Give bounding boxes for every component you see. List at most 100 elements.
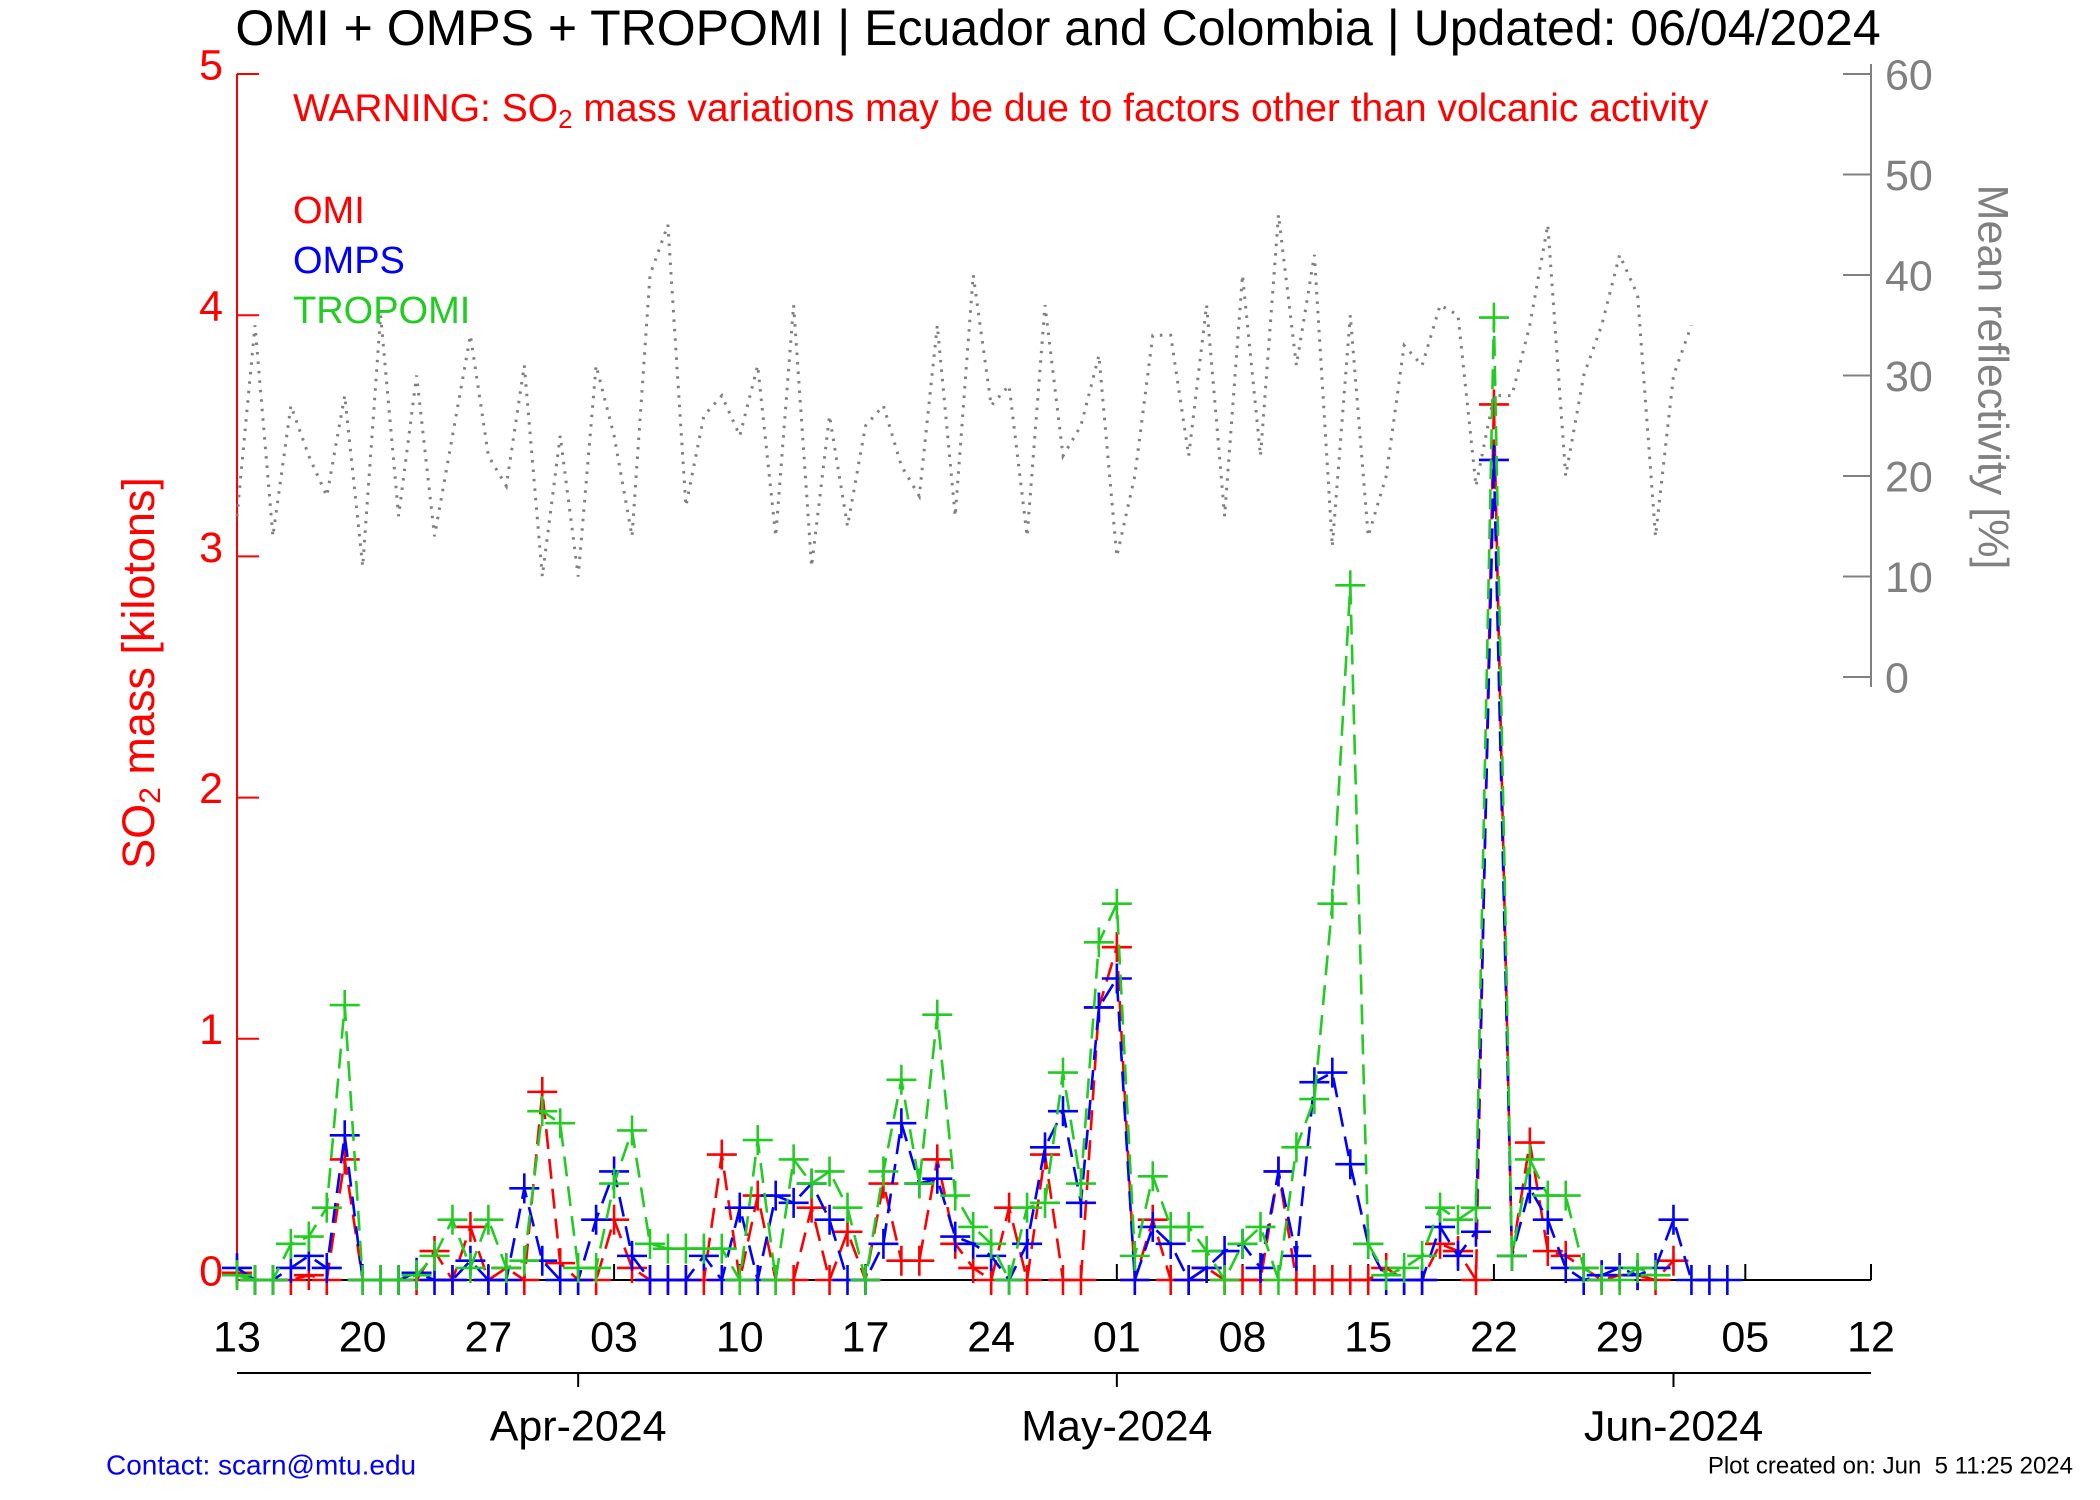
y2-tick-label: 0 bbox=[1885, 654, 1909, 702]
point-marker bbox=[1173, 1265, 1204, 1295]
point-marker bbox=[1712, 1265, 1743, 1295]
point-marker bbox=[670, 1265, 701, 1295]
point-marker bbox=[1137, 1161, 1168, 1192]
point-marker bbox=[868, 1156, 899, 1187]
point-marker bbox=[814, 1204, 845, 1235]
point-marker bbox=[1030, 1132, 1061, 1163]
point-marker bbox=[527, 1096, 558, 1127]
point-marker bbox=[778, 1144, 809, 1175]
y-tick-label: 1 bbox=[199, 1006, 223, 1054]
point-marker bbox=[1263, 1156, 1294, 1187]
point-marker bbox=[922, 1163, 953, 1194]
point-marker bbox=[1083, 927, 1114, 958]
point-marker bbox=[1281, 1132, 1312, 1163]
x-tick-label: 17 bbox=[842, 1313, 890, 1361]
y-label-text: mass [kilotons] bbox=[113, 477, 164, 787]
point-marker bbox=[1065, 1265, 1096, 1295]
point-marker bbox=[1568, 1252, 1599, 1283]
x-tick-label: 13 bbox=[213, 1313, 261, 1361]
point-marker bbox=[293, 1221, 324, 1252]
x-tick-label: 22 bbox=[1470, 1313, 1518, 1361]
month-tick-label: Jun-2024 bbox=[1584, 1402, 1763, 1450]
legend-entry: TROPOMI bbox=[293, 290, 470, 332]
point-marker bbox=[1047, 1057, 1078, 1088]
point-marker bbox=[742, 1125, 773, 1156]
x-tick-label: 29 bbox=[1596, 1313, 1644, 1361]
point-marker bbox=[904, 1245, 935, 1276]
point-marker bbox=[1101, 888, 1132, 919]
y-tick-label: 4 bbox=[199, 283, 223, 331]
point-marker bbox=[958, 1211, 989, 1242]
y2-tick-label: 60 bbox=[1885, 51, 1933, 99]
point-marker bbox=[1478, 302, 1509, 333]
point-marker bbox=[437, 1204, 468, 1235]
point-marker bbox=[1514, 1144, 1545, 1175]
legend-entry: OMPS bbox=[293, 240, 405, 282]
point-marker bbox=[922, 999, 953, 1030]
point-marker bbox=[814, 1156, 845, 1187]
y-label-subscript: 2 bbox=[134, 787, 167, 804]
point-marker bbox=[437, 1265, 468, 1295]
legend-entry: OMI bbox=[293, 190, 365, 232]
y-tick-label: 3 bbox=[199, 524, 223, 572]
series-line bbox=[236, 404, 1675, 1285]
point-marker bbox=[994, 1265, 1025, 1295]
point-marker bbox=[1604, 1265, 1635, 1295]
point-marker bbox=[1030, 1187, 1061, 1218]
point-marker bbox=[904, 1168, 935, 1199]
point-marker bbox=[1191, 1236, 1222, 1267]
x-tick-label: 12 bbox=[1847, 1313, 1895, 1361]
point-marker bbox=[1532, 1236, 1563, 1267]
point-marker bbox=[455, 1252, 486, 1283]
series-line bbox=[236, 317, 1656, 1285]
series-line bbox=[236, 459, 1728, 1283]
point-marker bbox=[581, 1204, 612, 1235]
point-marker bbox=[1460, 1192, 1491, 1223]
point-marker bbox=[1443, 1204, 1474, 1235]
y2-tick-label: 30 bbox=[1885, 353, 1933, 401]
point-marker bbox=[257, 1265, 288, 1295]
warning-subscript: 2 bbox=[558, 104, 572, 134]
point-marker bbox=[1299, 1084, 1330, 1115]
point-marker bbox=[599, 1168, 630, 1199]
point-marker bbox=[1622, 1252, 1653, 1283]
point-marker bbox=[1101, 932, 1132, 963]
point-marker bbox=[1371, 1260, 1402, 1291]
chart-title: OMI + OMPS + TROPOMI | Ecuador and Colom… bbox=[235, 0, 1880, 56]
point-marker bbox=[1263, 1265, 1294, 1295]
point-marker bbox=[311, 1192, 342, 1223]
point-marker bbox=[1658, 1245, 1689, 1276]
point-marker bbox=[868, 1228, 899, 1259]
point-marker bbox=[1119, 1240, 1150, 1271]
month-tick-label: May-2024 bbox=[1021, 1402, 1212, 1450]
point-marker bbox=[1496, 1240, 1527, 1271]
point-marker bbox=[1335, 1149, 1366, 1180]
point-marker bbox=[940, 1221, 971, 1252]
point-marker bbox=[1658, 1204, 1689, 1235]
point-marker bbox=[634, 1228, 665, 1259]
point-marker bbox=[1460, 1265, 1491, 1295]
point-marker bbox=[1443, 1240, 1474, 1271]
y-tick-label: 2 bbox=[199, 765, 223, 813]
point-marker bbox=[275, 1228, 306, 1259]
point-marker bbox=[1281, 1240, 1312, 1271]
y2-tick-label: 40 bbox=[1885, 252, 1933, 300]
point-marker bbox=[581, 1252, 612, 1283]
point-marker bbox=[1407, 1240, 1438, 1271]
reflectivity-line bbox=[235, 214, 1693, 577]
x-tick-label: 15 bbox=[1344, 1313, 1392, 1361]
point-marker bbox=[491, 1252, 522, 1283]
y2-tick-label: 10 bbox=[1885, 554, 1933, 602]
point-marker bbox=[1245, 1252, 1276, 1283]
x-tick-label: 05 bbox=[1721, 1313, 1769, 1361]
point-marker bbox=[509, 1173, 540, 1204]
point-marker bbox=[1640, 1260, 1671, 1291]
x-tick-label: 01 bbox=[1093, 1313, 1141, 1361]
x-tick-label: 08 bbox=[1219, 1313, 1267, 1361]
point-marker bbox=[1514, 1173, 1545, 1204]
point-marker bbox=[617, 1240, 648, 1271]
month-tick-label: Apr-2024 bbox=[490, 1402, 667, 1450]
y-label-text: SO bbox=[113, 804, 164, 869]
point-marker bbox=[1101, 963, 1132, 994]
